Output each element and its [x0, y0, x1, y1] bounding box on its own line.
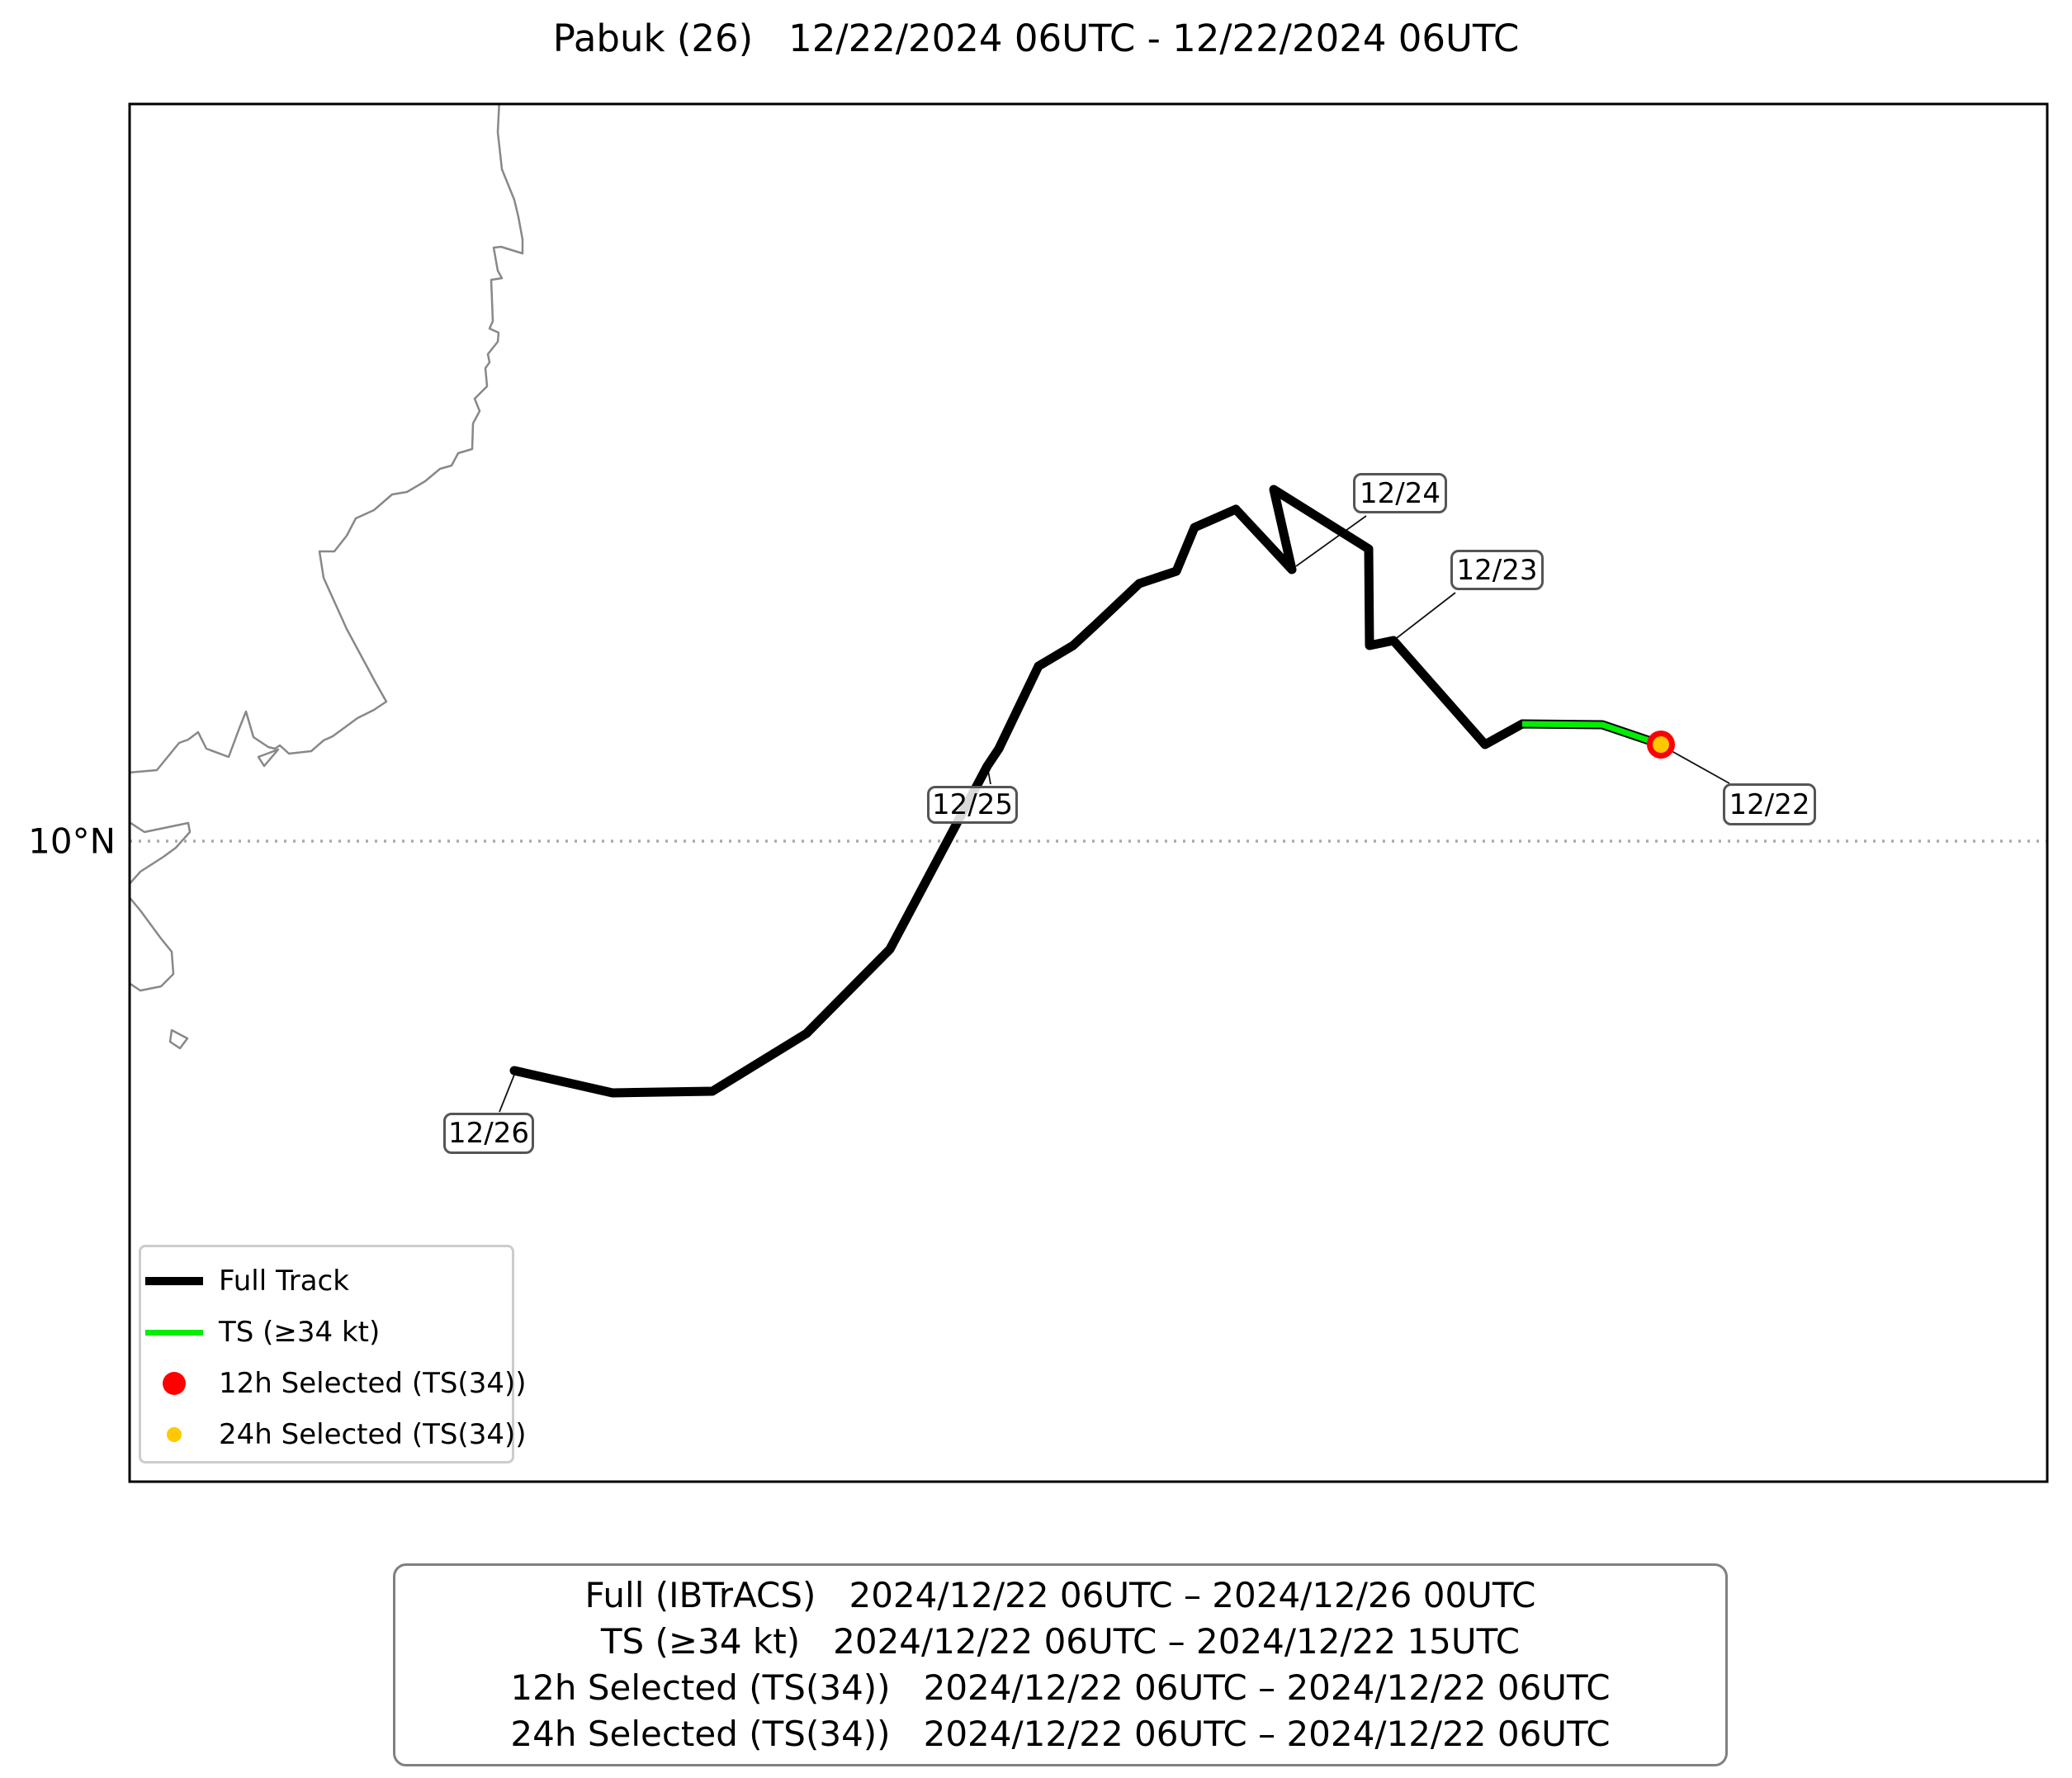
legend-label: TS (≥34 kt)	[219, 1316, 381, 1349]
date-label-12-23: 12/23	[1450, 550, 1544, 590]
legend-item-full-track: Full Track	[141, 1255, 512, 1307]
footer-line-full: Full (IBTrACS) 2024/12/22 06UTC – 2024/1…	[584, 1575, 1536, 1615]
legend-label: Full Track	[219, 1265, 349, 1298]
footer-line-ts: TS (≥34 kt) 2024/12/22 06UTC – 2024/12/2…	[600, 1621, 1521, 1662]
ts-track-line	[1521, 721, 1663, 748]
coastline-vietnam-coast	[130, 104, 524, 774]
leader-line-12-22	[1665, 747, 1730, 784]
track-period-info-box: Full (IBTrACS) 2024/12/22 06UTC – 2024/1…	[393, 1563, 1728, 1766]
coastline-group	[130, 104, 524, 1050]
legend: Full Track TS (≥34 kt) 12h Selected (TS(…	[139, 1245, 527, 1464]
figure-title: Pabuk (26) 12/22/2024 06UTC - 12/22/2024…	[552, 17, 1520, 60]
legend-label: 12h Selected (TS(34))	[219, 1367, 527, 1400]
coastline-peninsula-shore	[130, 896, 175, 992]
storm-position-marker-inner	[1653, 736, 1669, 753]
footer-line-24h: 24h Selected (TS(34)) 2024/12/22 06UTC –…	[510, 1714, 1611, 1754]
date-label-12-24: 12/24	[1353, 473, 1447, 513]
full-track-line-swatch	[141, 1277, 207, 1285]
full-track-line	[509, 485, 1666, 1098]
legend-item-24h-selected: 24h Selected (TS(34))	[141, 1409, 527, 1460]
legend-label: 24h Selected (TS(34))	[219, 1418, 527, 1451]
ts-line-swatch	[141, 1329, 207, 1336]
date-label-12-26: 12/26	[443, 1113, 534, 1154]
yellow-dot-swatch	[141, 1427, 207, 1442]
footer-line-12h: 12h Selected (TS(34)) 2024/12/22 06UTC –…	[510, 1667, 1611, 1708]
leader-line-12-26	[499, 1074, 515, 1113]
date-label-12-25: 12/25	[927, 786, 1018, 824]
leader-lines-group	[499, 515, 1730, 1113]
leader-line-12-24	[1295, 515, 1367, 567]
map-frame	[128, 102, 2049, 1483]
date-label-12-22: 12/22	[1723, 783, 1816, 825]
coastline-islet-1	[257, 748, 280, 768]
coastline-islet-2	[168, 1028, 189, 1050]
legend-item-ts: TS (≥34 kt)	[141, 1307, 512, 1358]
leader-line-12-23	[1393, 592, 1456, 641]
legend-item-12h-selected: 12h Selected (TS(34))	[141, 1358, 527, 1409]
lat-tick-label: 10°N	[28, 820, 116, 862]
coastline-estuary-shore	[130, 820, 192, 886]
red-dot-swatch	[141, 1372, 207, 1395]
